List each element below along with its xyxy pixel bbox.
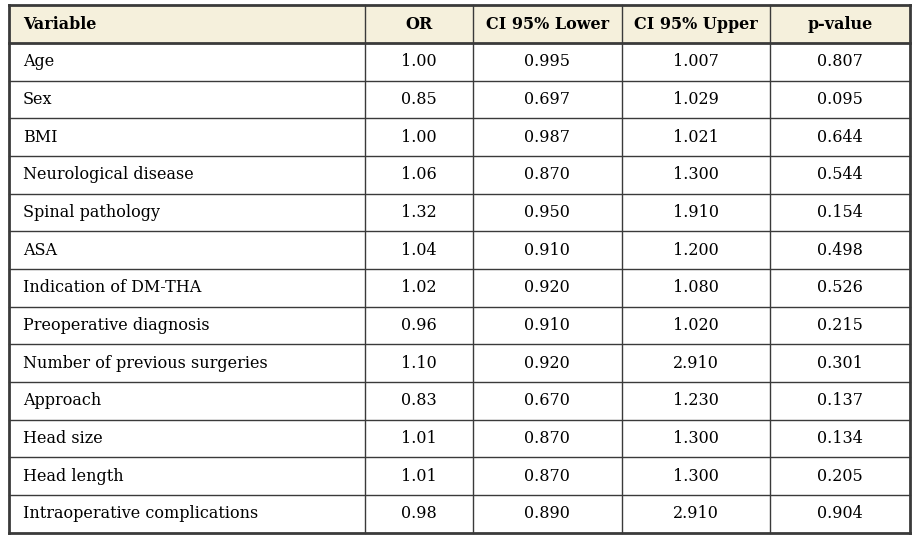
Bar [9,194,910,231]
Text: 1.32: 1.32 [401,204,437,221]
Bar [9,344,910,382]
Bar [9,5,910,43]
Text: 0.154: 0.154 [817,204,863,221]
Text: 1.910: 1.910 [673,204,719,221]
Text: 0.137: 0.137 [817,392,863,409]
Text: Number of previous surgeries: Number of previous surgeries [23,355,267,372]
Text: 1.06: 1.06 [401,166,437,183]
Text: 1.200: 1.200 [673,242,719,259]
Text: 0.96: 0.96 [401,317,437,334]
Text: Indication of DM-THA: Indication of DM-THA [23,279,201,296]
Text: 0.870: 0.870 [525,166,571,183]
Text: 0.644: 0.644 [817,129,863,146]
Text: 0.890: 0.890 [525,505,571,522]
Text: 0.870: 0.870 [525,430,571,447]
Text: 0.83: 0.83 [401,392,437,409]
Text: 1.300: 1.300 [673,166,719,183]
Text: 0.526: 0.526 [817,279,863,296]
Text: Sex: Sex [23,91,52,108]
Bar [9,495,910,533]
Text: 0.205: 0.205 [817,468,863,485]
Bar [9,382,910,420]
Text: BMI: BMI [23,129,58,146]
Bar [9,269,910,307]
Text: 1.230: 1.230 [673,392,719,409]
Text: 2.910: 2.910 [673,355,719,372]
Text: 0.544: 0.544 [817,166,863,183]
Text: 0.950: 0.950 [525,204,571,221]
Text: 0.98: 0.98 [401,505,437,522]
Text: p-value: p-value [808,16,873,33]
Text: 0.995: 0.995 [525,53,571,70]
Bar [9,420,910,457]
Text: 0.920: 0.920 [525,355,570,372]
Text: Age: Age [23,53,54,70]
Text: 1.01: 1.01 [401,468,437,485]
Text: 1.04: 1.04 [402,242,437,259]
Text: 1.080: 1.080 [673,279,719,296]
Bar [9,81,910,118]
Text: 1.007: 1.007 [673,53,719,70]
Text: 0.670: 0.670 [525,392,571,409]
Bar [9,307,910,344]
Text: 1.00: 1.00 [402,129,437,146]
Text: 2.910: 2.910 [673,505,719,522]
Text: 0.987: 0.987 [525,129,571,146]
Text: OR: OR [405,16,433,33]
Text: 0.498: 0.498 [817,242,863,259]
Text: 1.10: 1.10 [401,355,437,372]
Text: 1.00: 1.00 [402,53,437,70]
Text: 0.910: 0.910 [525,242,571,259]
Text: 0.807: 0.807 [817,53,863,70]
Text: 1.020: 1.020 [673,317,719,334]
Bar [9,457,910,495]
Bar [9,43,910,81]
Text: 1.300: 1.300 [673,468,719,485]
Text: 0.920: 0.920 [525,279,570,296]
Text: Preoperative diagnosis: Preoperative diagnosis [23,317,210,334]
Text: Spinal pathology: Spinal pathology [23,204,160,221]
Text: CI 95% Upper: CI 95% Upper [634,16,758,33]
Text: Head size: Head size [23,430,103,447]
Text: 1.02: 1.02 [402,279,437,296]
Text: Neurological disease: Neurological disease [23,166,194,183]
Text: 0.301: 0.301 [817,355,863,372]
Text: ASA: ASA [23,242,57,259]
Bar [9,118,910,156]
Text: 1.021: 1.021 [673,129,719,146]
Text: 1.01: 1.01 [401,430,437,447]
Text: Variable: Variable [23,16,96,33]
Text: 1.300: 1.300 [673,430,719,447]
Text: Intraoperative complications: Intraoperative complications [23,505,258,522]
Text: 1.029: 1.029 [673,91,719,108]
Text: 0.215: 0.215 [817,317,863,334]
Text: 0.85: 0.85 [401,91,437,108]
Text: Approach: Approach [23,392,101,409]
Text: 0.870: 0.870 [525,468,571,485]
Text: CI 95% Lower: CI 95% Lower [486,16,609,33]
Text: 0.095: 0.095 [817,91,863,108]
Text: 0.904: 0.904 [817,505,863,522]
Text: Head length: Head length [23,468,123,485]
Text: 0.910: 0.910 [525,317,571,334]
Text: 0.134: 0.134 [817,430,863,447]
Bar [9,156,910,194]
Text: 0.697: 0.697 [525,91,571,108]
Bar [9,231,910,269]
